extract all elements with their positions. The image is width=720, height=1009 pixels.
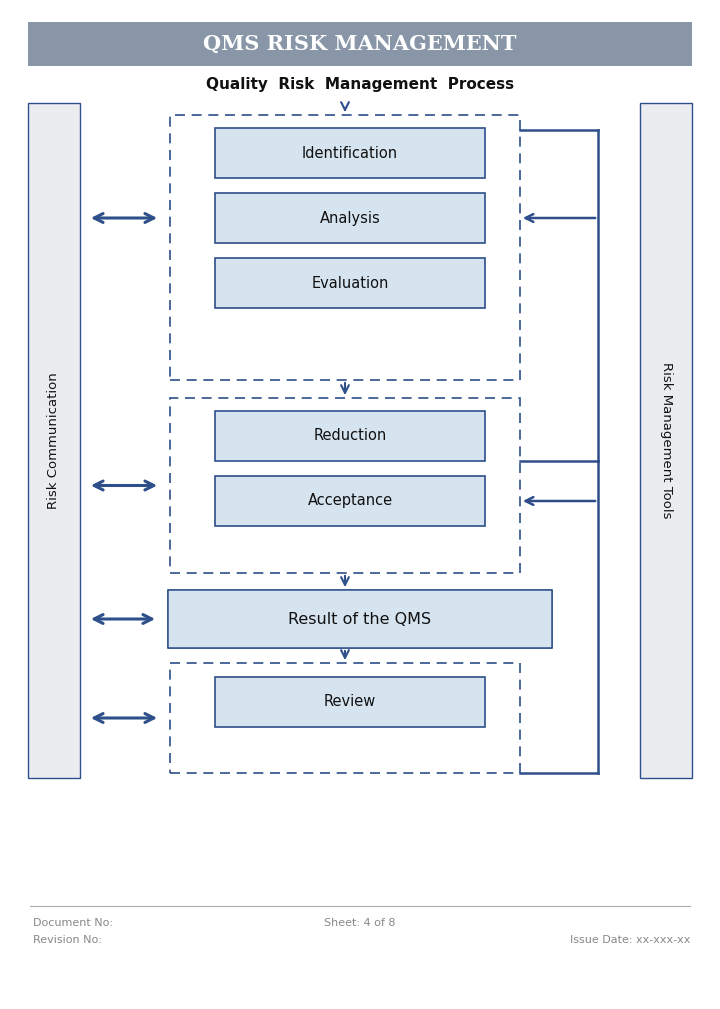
Text: Identification: Identification (302, 145, 398, 160)
Text: Review: Review (324, 694, 376, 709)
Bar (170, 115, 520, 380)
Bar (640, 103, 692, 778)
Bar (215, 411, 485, 461)
Bar (28, 103, 80, 778)
Bar (215, 258, 485, 308)
Text: Result of the QMS: Result of the QMS (289, 611, 431, 627)
Text: Analysis: Analysis (320, 211, 380, 225)
Bar (215, 128, 485, 178)
Text: Quality  Risk  Management  Process: Quality Risk Management Process (206, 77, 514, 92)
Text: QMS RISK MANAGEMENT: QMS RISK MANAGEMENT (203, 34, 517, 54)
Text: Evaluation: Evaluation (311, 275, 389, 291)
Text: Document No:: Document No: (33, 918, 113, 928)
Bar (28, 22, 692, 66)
Text: Sheet: 4 of 8: Sheet: 4 of 8 (324, 918, 396, 928)
Text: Reduction: Reduction (313, 429, 387, 444)
FancyBboxPatch shape (168, 590, 552, 648)
Bar (215, 677, 485, 727)
Text: Risk Communication: Risk Communication (48, 372, 60, 509)
Bar (170, 398, 520, 573)
Bar (170, 663, 520, 773)
Text: Acceptance: Acceptance (307, 493, 392, 509)
Text: Revision No:: Revision No: (33, 935, 102, 945)
Text: Issue Date: xx-xxx-xx: Issue Date: xx-xxx-xx (570, 935, 690, 945)
Text: Risk Management Tools: Risk Management Tools (660, 362, 672, 519)
Bar (215, 193, 485, 243)
Bar (215, 476, 485, 526)
